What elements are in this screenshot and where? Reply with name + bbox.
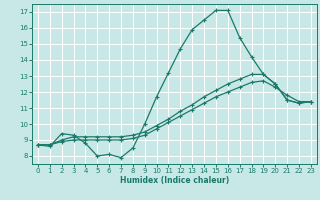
X-axis label: Humidex (Indice chaleur): Humidex (Indice chaleur) <box>120 176 229 185</box>
